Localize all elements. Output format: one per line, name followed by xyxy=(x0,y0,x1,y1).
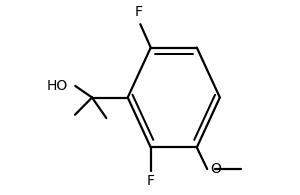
Text: F: F xyxy=(147,174,155,188)
Text: O: O xyxy=(210,162,221,176)
Text: F: F xyxy=(135,5,143,20)
Text: HO: HO xyxy=(46,79,68,93)
